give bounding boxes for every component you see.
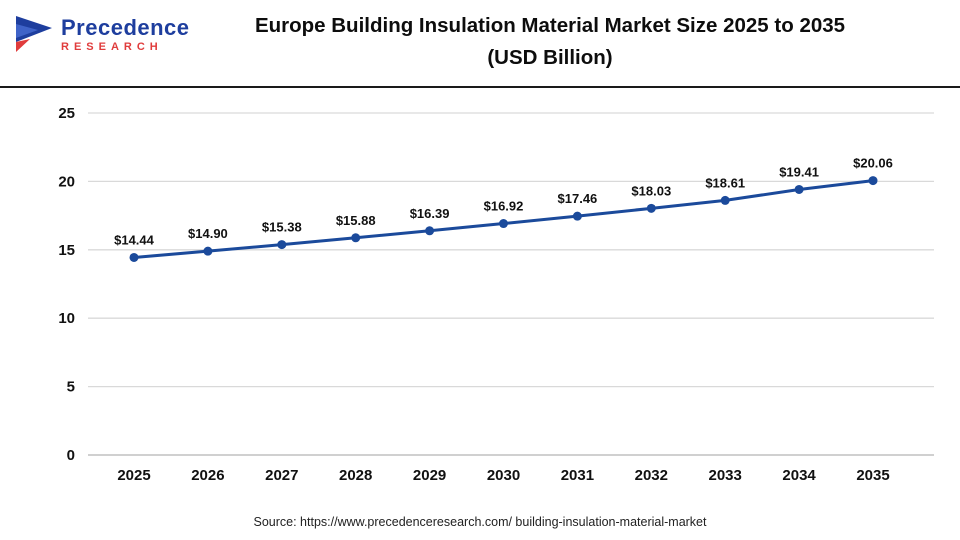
chart-title-line2: (USD Billion) bbox=[487, 45, 613, 69]
logo-wordmark: Precedence bbox=[61, 15, 190, 41]
point-label-2031: $17.46 bbox=[558, 191, 598, 206]
data-point-2027 bbox=[277, 240, 287, 250]
y-axis-label: 20 bbox=[58, 173, 75, 190]
header: Precedence RESEARCH Europe Building Insu… bbox=[0, 0, 960, 88]
point-label-2033: $18.61 bbox=[705, 175, 745, 190]
point-label-2034: $19.41 bbox=[779, 164, 819, 179]
data-point-2034 bbox=[794, 184, 804, 194]
x-axis-label: 2030 bbox=[487, 467, 520, 484]
x-axis-label: 2031 bbox=[561, 467, 594, 484]
point-label-2035: $20.06 bbox=[853, 156, 893, 171]
x-axis-label: 2028 bbox=[339, 467, 372, 484]
series-line bbox=[132, 179, 875, 259]
x-axis-label: 2029 bbox=[413, 467, 446, 484]
point-label-2029: $16.39 bbox=[410, 206, 450, 221]
logo-subtitle: RESEARCH bbox=[61, 41, 163, 54]
point-label-2030: $16.92 bbox=[484, 199, 524, 214]
y-axis-label: 10 bbox=[58, 310, 75, 327]
y-axis-label: 15 bbox=[58, 242, 75, 259]
x-axis-label: 2025 bbox=[117, 467, 150, 484]
logo: Precedence RESEARCH bbox=[14, 14, 190, 56]
data-point-2026 bbox=[203, 246, 213, 256]
y-axis-label: 5 bbox=[67, 379, 75, 396]
x-axis-label: 2026 bbox=[191, 467, 224, 484]
chart-title: Europe Building Insulation Material Mark… bbox=[150, 10, 950, 74]
x-axis-label: 2035 bbox=[856, 467, 889, 484]
point-label-2028: $15.88 bbox=[336, 213, 376, 228]
precedence-logo-icon bbox=[16, 16, 52, 52]
point-label-2025: $14.44 bbox=[114, 232, 155, 247]
y-axis-label: 0 bbox=[67, 447, 75, 464]
x-axis-label: 2027 bbox=[265, 467, 298, 484]
data-point-2035 bbox=[868, 176, 878, 186]
x-axis-label: 2033 bbox=[709, 467, 742, 484]
point-label-2026: $14.90 bbox=[188, 226, 228, 241]
data-point-2030 bbox=[499, 219, 508, 229]
logo-text: Precedence RESEARCH bbox=[61, 16, 190, 54]
point-label-2027: $15.38 bbox=[262, 220, 302, 235]
data-point-2032 bbox=[646, 203, 656, 213]
point-label-2032: $18.03 bbox=[631, 183, 671, 198]
y-axis-label: 25 bbox=[58, 105, 75, 122]
chart-area: 0 5 10 15 20 25 2025 2026 2027 2028 2029 2030 2031 20… bbox=[0, 88, 960, 503]
data-point-2025 bbox=[129, 252, 139, 262]
x-axis-label: 2032 bbox=[635, 467, 668, 484]
data-point-2031 bbox=[572, 211, 582, 221]
data-point-2028 bbox=[351, 233, 361, 243]
x-axis-label: 2034 bbox=[782, 467, 816, 484]
chart-title-line1: Europe Building Insulation Material Mark… bbox=[254, 14, 846, 37]
data-point-2029 bbox=[425, 226, 435, 236]
source-text: Source: https://www.precedenceresearch.c… bbox=[253, 514, 707, 529]
data-point-2033 bbox=[720, 195, 730, 205]
